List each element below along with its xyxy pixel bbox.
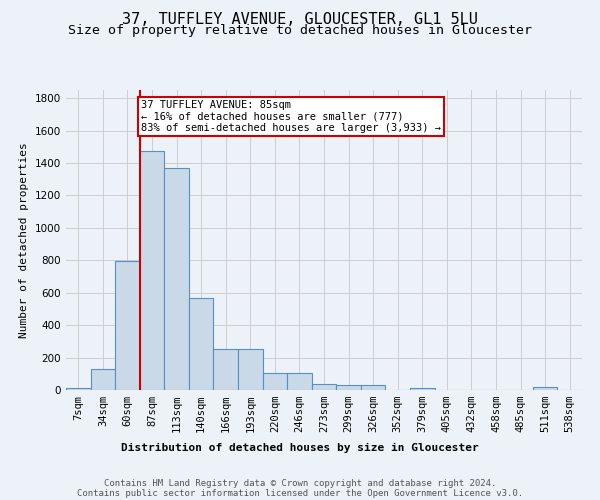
Y-axis label: Number of detached properties: Number of detached properties	[19, 142, 29, 338]
Text: Contains public sector information licensed under the Open Government Licence v3: Contains public sector information licen…	[77, 489, 523, 498]
Bar	[238, 350, 263, 390]
Bar	[115, 261, 140, 390]
Bar	[91, 369, 115, 390]
Text: Contains HM Land Registry data © Crown copyright and database right 2024.: Contains HM Land Registry data © Crown c…	[104, 479, 496, 488]
Bar	[336, 385, 361, 390]
Bar	[410, 388, 434, 390]
Bar	[263, 373, 287, 390]
Bar	[140, 151, 164, 390]
Text: 37, TUFFLEY AVENUE, GLOUCESTER, GL1 5LU: 37, TUFFLEY AVENUE, GLOUCESTER, GL1 5LU	[122, 12, 478, 28]
Bar	[287, 373, 312, 390]
Bar	[214, 350, 238, 390]
Text: Distribution of detached houses by size in Gloucester: Distribution of detached houses by size …	[121, 442, 479, 452]
Bar	[66, 388, 91, 390]
Bar	[189, 298, 214, 390]
Text: 37 TUFFLEY AVENUE: 85sqm
← 16% of detached houses are smaller (777)
83% of semi-: 37 TUFFLEY AVENUE: 85sqm ← 16% of detach…	[141, 100, 441, 133]
Bar	[312, 384, 336, 390]
Bar	[361, 385, 385, 390]
Text: Size of property relative to detached houses in Gloucester: Size of property relative to detached ho…	[68, 24, 532, 37]
Bar	[164, 168, 189, 390]
Bar	[533, 387, 557, 390]
